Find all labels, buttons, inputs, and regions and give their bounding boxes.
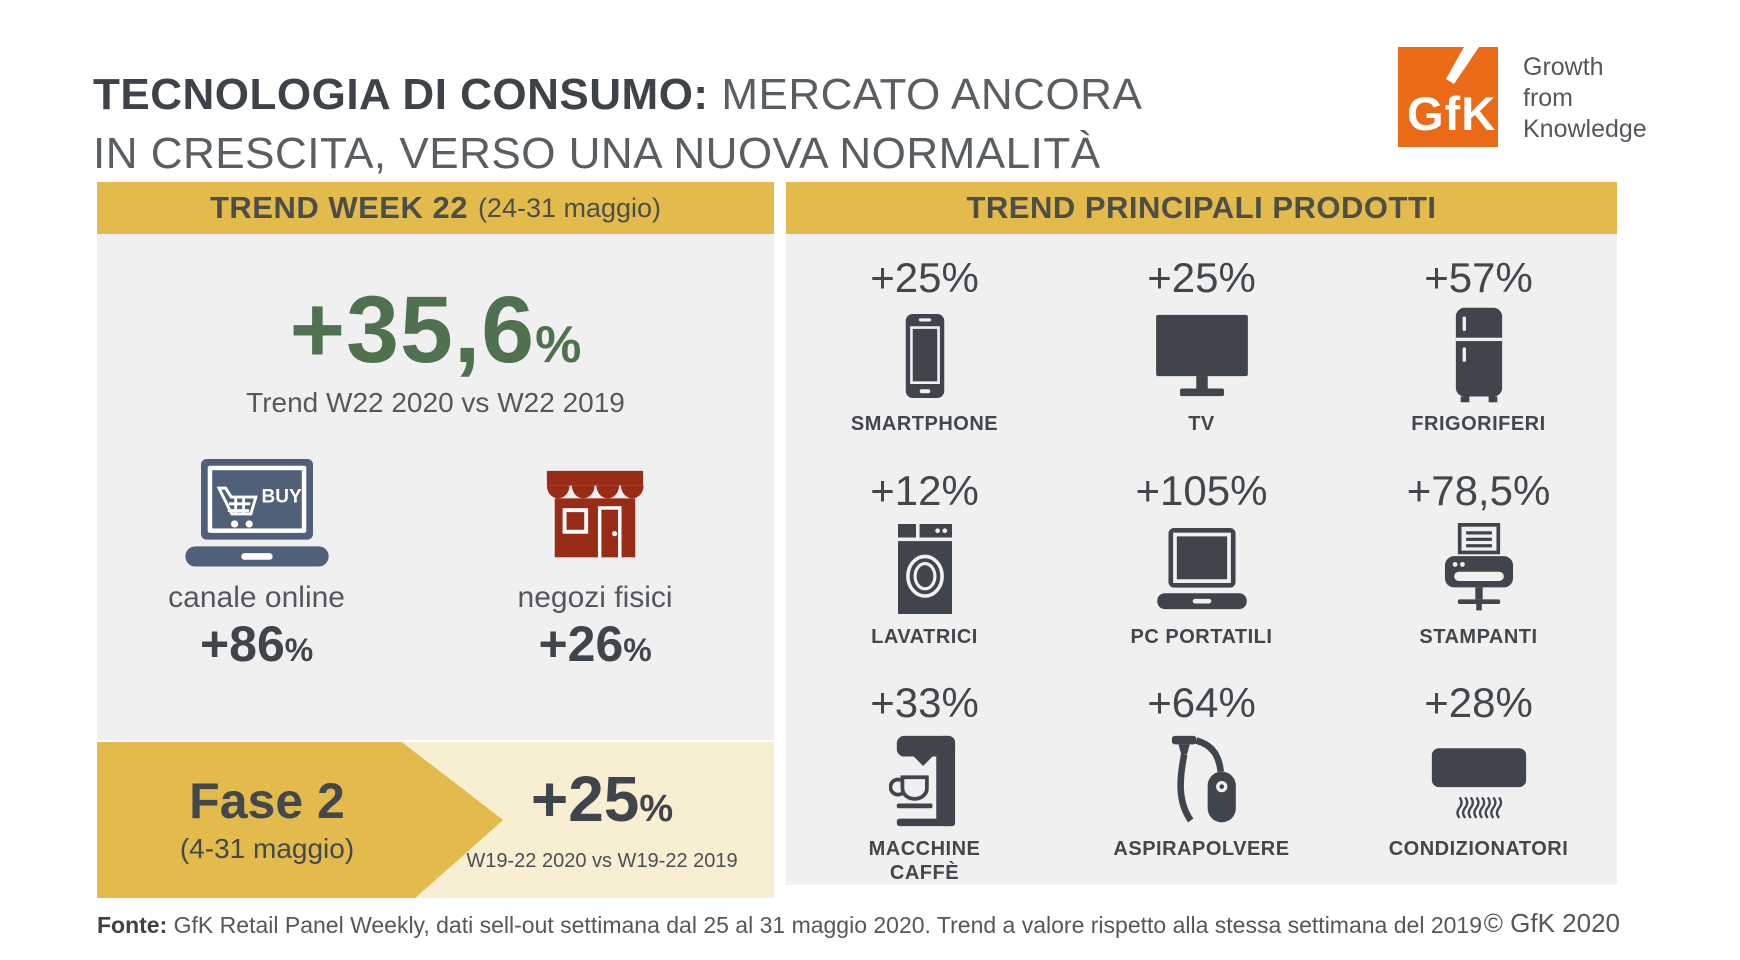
smartphone-icon [786, 306, 1063, 406]
source-label: Fonte: [97, 912, 168, 938]
total-trend-unit: % [535, 316, 582, 374]
fase2-arrow-shape [97, 742, 504, 898]
fase2-dates: (4-31 maggio) [179, 833, 355, 864]
channel-online-value: +86% [97, 615, 416, 673]
fridge-icon [1340, 306, 1617, 406]
tagline-line-2: from [1523, 84, 1573, 112]
product-washing-machine-value: +12% [870, 466, 979, 514]
product-fridge-value: +57% [1424, 254, 1533, 301]
product-tv-label: TV [1188, 413, 1215, 435]
storefront-icon [416, 453, 774, 571]
trend-week-dates: (24-31 maggio) [477, 192, 662, 223]
gfk-logo-slash-icon [1446, 47, 1479, 84]
product-laptop: +105% PC PORTATILI [1063, 459, 1340, 672]
fase2-number: +25 [530, 762, 640, 835]
product-tv-value: +25% [1147, 254, 1256, 301]
tagline-line-1: Growth [1523, 53, 1604, 81]
fase2-banner: Fase 2 (4-31 maggio) +25% W19-22 2020 vs… [97, 742, 774, 898]
products-title: TREND PRINCIPALI PRODOTTI [966, 190, 1437, 225]
product-laptop-value: +105% [1135, 466, 1268, 514]
product-coffee-machine-label: MACCHINE CAFFÈ [868, 838, 981, 884]
trend-week-header: TREND WEEK 22 (24-31 maggio) [97, 182, 774, 234]
trend-week-body: +35,6% Trend W22 2020 vs W22 2019 [97, 234, 774, 740]
channel-stores: negozi fisici +26% [416, 453, 774, 673]
fase2-title: Fase 2 [189, 773, 345, 829]
products-header: TREND PRINCIPALI PRODOTTI [786, 182, 1617, 234]
product-smartphone-value: +25% [870, 254, 979, 301]
product-smartphone-label: SMARTPHONE [850, 413, 999, 435]
trend-week-title: TREND WEEK 22 [209, 190, 468, 225]
printer-icon [1340, 519, 1617, 619]
copyright: © GfK 2020 [1483, 908, 1620, 938]
product-printer: +78,5% ST [1340, 459, 1617, 672]
channel-stores-number: +26 [538, 616, 624, 672]
page-title: TECNOLOGIA DI CONSUMO: MERCATO ANCORA IN… [93, 65, 1293, 183]
title-bold: TECNOLOGIA DI CONSUMO: [93, 70, 709, 120]
channel-online-label: canale online [168, 581, 345, 614]
source-note: Fonte: GfK Retail Panel Weekly, dati sel… [97, 912, 1482, 939]
svg-text:BUY: BUY [261, 487, 301, 508]
coffee-machine-icon [786, 731, 1063, 831]
total-trend-caption: Trend W22 2020 vs W22 2019 [246, 387, 625, 418]
product-coffee-machine: +33% MACCHINE CAFFÈ [786, 671, 1063, 885]
product-vacuum-label: ASPIRAPOLVERE [1113, 838, 1290, 860]
title-light-line2: IN CRESCITA, VERSO UNA NUOVA NORMALITÀ [93, 129, 1101, 179]
product-washing-machine-label: LAVATRICI [871, 625, 978, 648]
channel-stores-value: +26% [416, 615, 774, 673]
total-trend-number: +35,6 [289, 277, 536, 383]
product-laptop-label: PC PORTATILI [1130, 625, 1273, 648]
product-printer-value: +78,5% [1406, 466, 1551, 514]
washing-machine-icon [786, 519, 1063, 619]
total-trend-value: +35,6% [97, 234, 774, 385]
title-light-line1: MERCATO ANCORA [721, 70, 1143, 120]
fase2-value-block: +25% W19-22 2020 vs W19-22 2019 [437, 742, 767, 898]
product-fridge: +57% FRIGORIFERI [1340, 246, 1617, 459]
product-air-conditioner-value: +28% [1424, 679, 1533, 726]
laptop-icon [1063, 519, 1340, 619]
products-panel: TREND PRINCIPALI PRODOTTI +25% SMARTPHON… [786, 182, 1617, 885]
online-laptop-buy-icon: BUY [97, 453, 416, 571]
channel-stores-label: negozi fisici [517, 581, 673, 614]
gfk-logo: GfK [1398, 47, 1498, 147]
trend-week-panel: TREND WEEK 22 (24-31 maggio) +35,6% Tren… [97, 182, 774, 898]
product-printer-label: STAMPANTI [1419, 625, 1538, 648]
product-vacuum-value: +64% [1147, 679, 1256, 726]
products-grid: +25% SMARTPHONE +25% [786, 234, 1617, 885]
fase2-unit: % [639, 787, 674, 830]
product-air-conditioner: +28% CONDIZIONATORI [1340, 671, 1617, 885]
air-conditioner-icon [1340, 731, 1617, 831]
source-text: GfK Retail Panel Weekly, dati sell-out s… [167, 912, 1482, 938]
channel-online-unit: % [284, 632, 314, 668]
product-tv: +25% TV [1063, 246, 1340, 459]
fase2-value: +25% [531, 767, 674, 840]
product-air-conditioner-label: CONDIZIONATORI [1388, 838, 1569, 860]
gfk-tagline: Growth from Knowledge [1523, 52, 1647, 145]
channel-stores-unit: % [623, 632, 652, 668]
channel-online-number: +86 [199, 616, 285, 672]
tagline-line-3: Knowledge [1523, 115, 1647, 143]
product-coffee-machine-value: +33% [870, 679, 979, 726]
fase2-caption: W19-22 2020 vs W19-22 2019 [466, 849, 738, 872]
gfk-logo-text: GfK [1407, 87, 1497, 140]
fase2-label-block: Fase 2 (4-31 maggio) [97, 742, 437, 898]
tv-icon [1063, 306, 1340, 406]
product-vacuum: +64% ASPIRAPOLVERE [1063, 671, 1340, 885]
channel-online: BUY canale online +86% [97, 453, 416, 673]
vacuum-cleaner-icon [1063, 731, 1340, 831]
channels-row: BUY canale online +86% [97, 453, 774, 673]
product-fridge-label: FRIGORIFERI [1411, 413, 1546, 435]
product-washing-machine: +12% LAVATRICI [786, 459, 1063, 672]
product-smartphone: +25% SMARTPHONE [786, 246, 1063, 459]
